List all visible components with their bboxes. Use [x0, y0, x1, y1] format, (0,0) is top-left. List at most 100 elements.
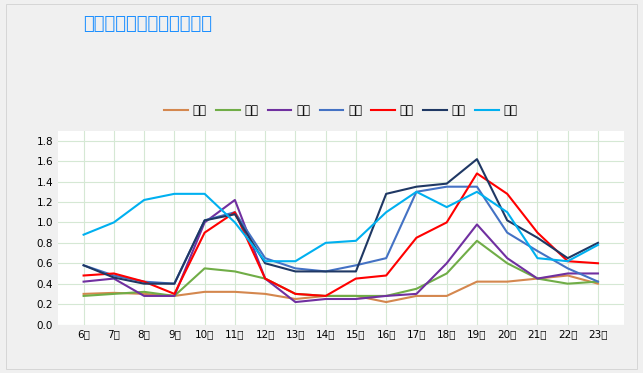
初六 [170, 192, 178, 196]
初二 [170, 294, 178, 298]
初六 [201, 192, 208, 196]
Line: 初三: 初三 [84, 187, 598, 284]
三十 [231, 289, 239, 294]
初六 [352, 239, 360, 243]
初一 [443, 271, 451, 276]
三十 [413, 294, 421, 298]
初三 [261, 256, 269, 260]
初四 [352, 276, 360, 281]
初一 [291, 292, 299, 296]
三十 [503, 279, 511, 284]
初六 [534, 256, 541, 260]
初五 [413, 185, 421, 189]
初二 [383, 294, 390, 298]
初二 [201, 220, 208, 225]
初六 [413, 189, 421, 194]
Line: 初二: 初二 [84, 200, 598, 302]
初一 [231, 269, 239, 274]
初二 [413, 292, 421, 296]
初三 [443, 185, 451, 189]
三十 [443, 294, 451, 298]
初四 [564, 259, 572, 263]
初一 [322, 294, 329, 298]
三十 [352, 294, 360, 298]
初一 [594, 279, 602, 284]
初五 [170, 282, 178, 286]
初三 [322, 269, 329, 274]
初五 [473, 157, 481, 162]
初二 [503, 256, 511, 260]
初二 [322, 297, 329, 301]
初二 [534, 276, 541, 281]
初六 [383, 210, 390, 214]
初一 [534, 276, 541, 281]
初六 [594, 243, 602, 247]
初三 [503, 231, 511, 235]
初四 [80, 273, 87, 278]
初三 [201, 218, 208, 223]
三十 [383, 300, 390, 304]
初二 [564, 271, 572, 276]
初二 [261, 276, 269, 281]
初二 [443, 261, 451, 266]
初三 [170, 282, 178, 286]
初五 [322, 269, 329, 274]
Text: 春节期间高速预测指数趋势: 春节期间高速预测指数趋势 [84, 15, 213, 33]
初六 [564, 259, 572, 263]
初五 [261, 261, 269, 266]
初六 [443, 205, 451, 209]
初四 [231, 210, 239, 214]
初一 [473, 239, 481, 243]
三十 [261, 292, 269, 296]
初一 [140, 289, 148, 294]
初三 [383, 256, 390, 260]
初六 [80, 232, 87, 237]
初一 [261, 276, 269, 281]
初五 [383, 192, 390, 196]
初四 [110, 271, 118, 276]
初一 [110, 292, 118, 296]
初六 [231, 220, 239, 225]
初四 [201, 231, 208, 235]
初三 [231, 210, 239, 214]
初五 [443, 181, 451, 186]
初三 [473, 185, 481, 189]
初一 [383, 294, 390, 298]
三十 [170, 294, 178, 298]
Line: 初六: 初六 [84, 192, 598, 261]
初六 [140, 198, 148, 202]
初三 [413, 189, 421, 194]
初六 [473, 189, 481, 194]
初四 [473, 171, 481, 176]
三十 [322, 294, 329, 298]
三十 [534, 276, 541, 281]
初三 [352, 263, 360, 267]
初四 [291, 292, 299, 296]
初四 [443, 220, 451, 225]
初四 [140, 279, 148, 284]
三十 [594, 282, 602, 286]
初一 [80, 294, 87, 298]
初五 [564, 256, 572, 260]
初二 [140, 294, 148, 298]
初五 [503, 218, 511, 223]
初三 [291, 266, 299, 270]
Line: 初一: 初一 [84, 241, 598, 296]
三十 [201, 289, 208, 294]
初三 [80, 263, 87, 267]
初五 [534, 235, 541, 240]
Line: 初四: 初四 [84, 173, 598, 296]
初三 [140, 279, 148, 284]
初一 [170, 294, 178, 298]
初二 [473, 222, 481, 227]
初一 [564, 282, 572, 286]
初二 [231, 198, 239, 202]
Legend: 三十, 初一, 初二, 初三, 初四, 初五, 初六: 三十, 初一, 初二, 初三, 初四, 初五, 初六 [165, 104, 517, 117]
三十 [291, 297, 299, 301]
三十 [473, 279, 481, 284]
初四 [413, 235, 421, 240]
初五 [110, 275, 118, 280]
初五 [80, 263, 87, 267]
初五 [352, 269, 360, 274]
初六 [291, 259, 299, 263]
